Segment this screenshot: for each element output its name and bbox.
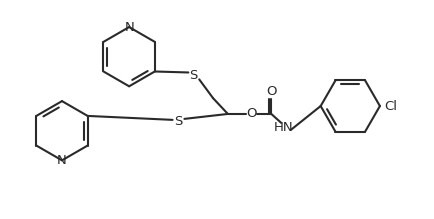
Text: Cl: Cl	[384, 100, 397, 113]
Text: S: S	[189, 69, 197, 82]
Text: N: N	[124, 21, 134, 34]
Text: O: O	[247, 108, 257, 120]
Text: HN: HN	[273, 121, 293, 134]
Text: N: N	[57, 154, 67, 167]
Text: S: S	[174, 115, 183, 128]
Text: O: O	[266, 85, 276, 98]
